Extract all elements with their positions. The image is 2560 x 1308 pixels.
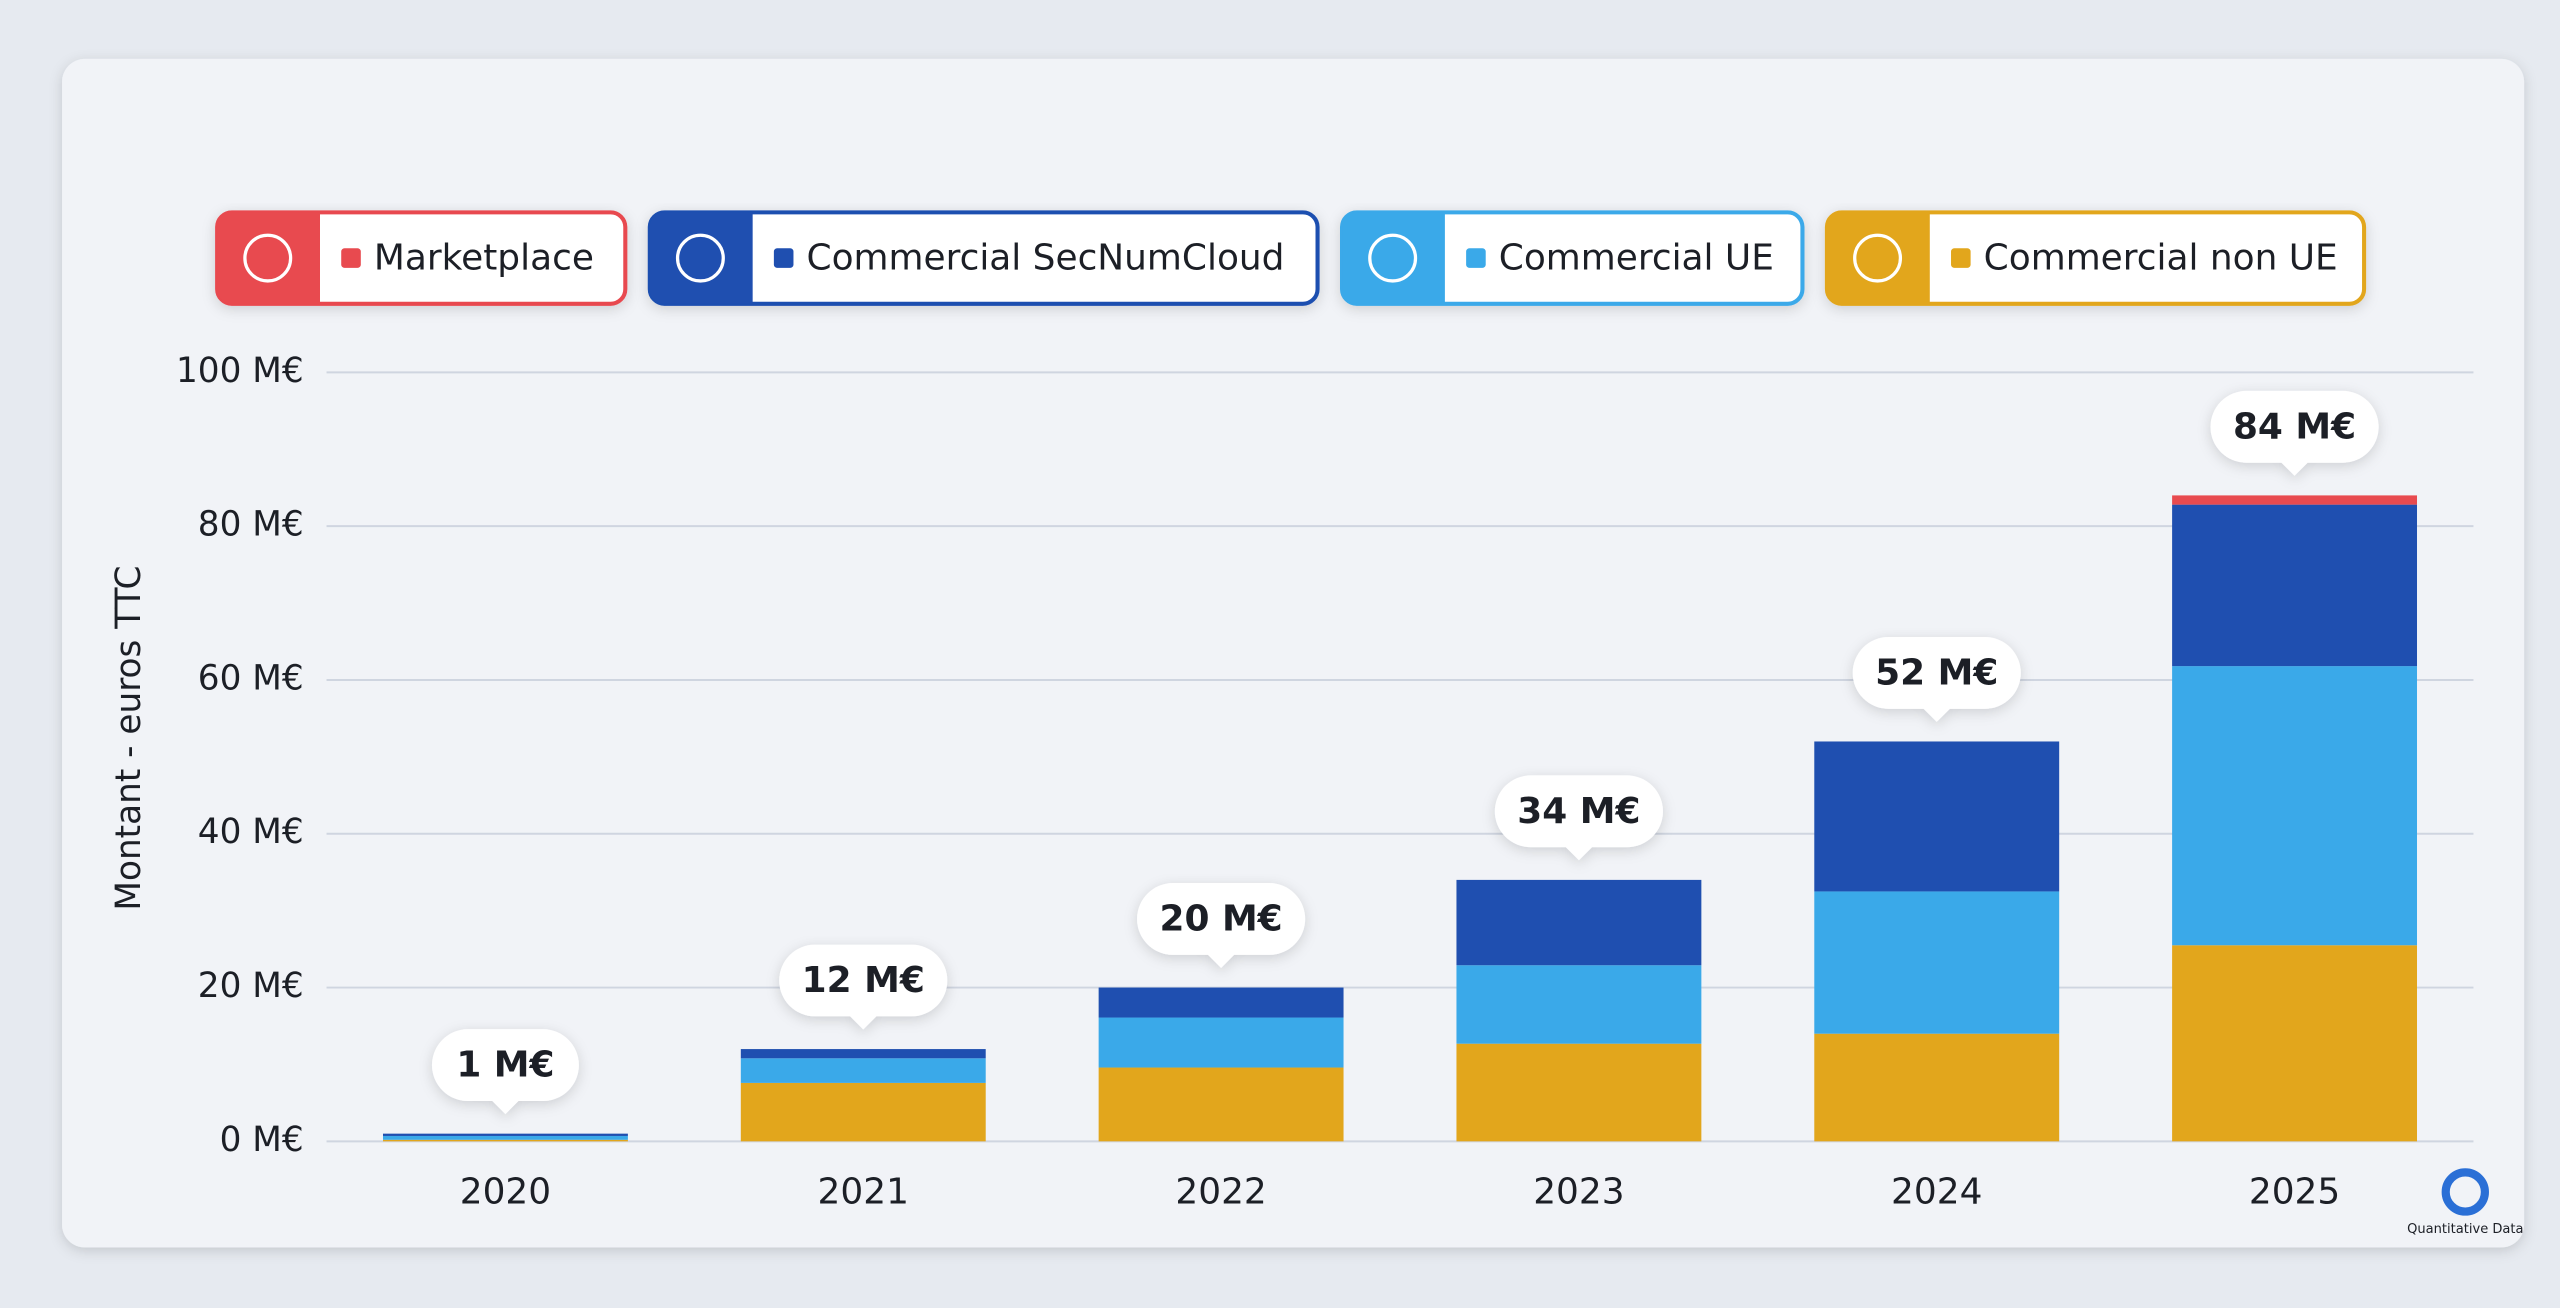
- bar-segment: [1456, 879, 1702, 966]
- bar-segment: [1098, 987, 1344, 1018]
- legend-icon-bg: [1826, 212, 1930, 304]
- bar-segment: [740, 1049, 986, 1059]
- x-tick-label: 2022: [1175, 1172, 1266, 1213]
- x-tick-label: 2023: [1533, 1172, 1624, 1213]
- x-tick-label: 2024: [1891, 1172, 1982, 1213]
- y-tick-label: 40 M€: [198, 812, 304, 852]
- legend-label: Commercial UE: [1499, 238, 1774, 279]
- legend-swatch: [773, 248, 794, 268]
- total-label: 84 M€: [2233, 406, 2356, 447]
- legend-item: Commercial non UE: [1824, 210, 2367, 306]
- x-tick-label: 2020: [460, 1172, 551, 1213]
- bar-segment: [2172, 504, 2418, 667]
- legend-icon: [243, 233, 293, 283]
- y-axis-label: Montant - euros TTC: [109, 566, 149, 911]
- total-bubble: [1494, 775, 1663, 861]
- total-label: 12 M€: [802, 960, 925, 1001]
- total-bubble: [1852, 636, 2021, 722]
- legend-item: Commercial SecNumCloud: [647, 210, 1320, 306]
- y-tick-label: 100 M€: [176, 351, 304, 391]
- legend-swatch: [341, 248, 361, 268]
- bar-segment: [1098, 1017, 1344, 1068]
- total-label: 52 M€: [1875, 653, 1998, 694]
- bar-segment: [382, 1133, 628, 1136]
- bar-segment: [2172, 945, 2418, 1142]
- total-bubble: [1137, 883, 1306, 968]
- legend-icon: [675, 233, 725, 283]
- bar-segment: [1456, 1043, 1702, 1142]
- legend-icon: [1853, 233, 1903, 283]
- y-tick-label: 0 M€: [220, 1120, 304, 1160]
- x-tick-label: 2025: [2249, 1172, 2340, 1213]
- y-tick-label: 60 M€: [198, 658, 304, 698]
- bar-segment: [1814, 1033, 2060, 1142]
- legend-swatch: [1951, 248, 1971, 268]
- bar-segment: [382, 1139, 628, 1142]
- y-tick-label: 20 M€: [198, 966, 304, 1006]
- legend-label: Commercial SecNumCloud: [807, 238, 1285, 279]
- y-tick-label: 80 M€: [198, 505, 304, 545]
- legend-swatch: [1466, 248, 1486, 268]
- legend-icon-bg: [649, 212, 753, 304]
- legend-icon: [1368, 233, 1418, 283]
- legend-item: Marketplace: [215, 210, 628, 306]
- bar-segment: [2172, 495, 2418, 505]
- logo: [2441, 1168, 2489, 1216]
- bar-segment: [740, 1082, 986, 1142]
- total-bubble: [431, 1029, 579, 1115]
- legend-item: Commercial UE: [1340, 210, 1805, 306]
- bar-segment: [2172, 666, 2418, 946]
- x-tick-label: 2021: [818, 1172, 909, 1213]
- total-bubble: [779, 944, 948, 1030]
- bar-segment: [1814, 741, 2060, 892]
- total-label: 20 M€: [1159, 899, 1282, 940]
- legend-label: Marketplace: [374, 238, 594, 279]
- total-bubble: [2210, 390, 2379, 476]
- legend-icon-bg: [217, 212, 320, 304]
- legend-label: Commercial non UE: [1984, 238, 2338, 279]
- legend-icon-bg: [1342, 212, 1445, 304]
- bar-segment: [740, 1058, 986, 1083]
- bar-segment: [382, 1135, 628, 1140]
- bar-segment: [1814, 891, 2060, 1034]
- bar-segment: [1098, 1067, 1344, 1142]
- total-label: 1 M€: [456, 1045, 554, 1086]
- bar-segment: [1456, 965, 1702, 1044]
- watermark: Quantitative Data: [2407, 1222, 2523, 1237]
- total-label: 34 M€: [1517, 791, 1640, 832]
